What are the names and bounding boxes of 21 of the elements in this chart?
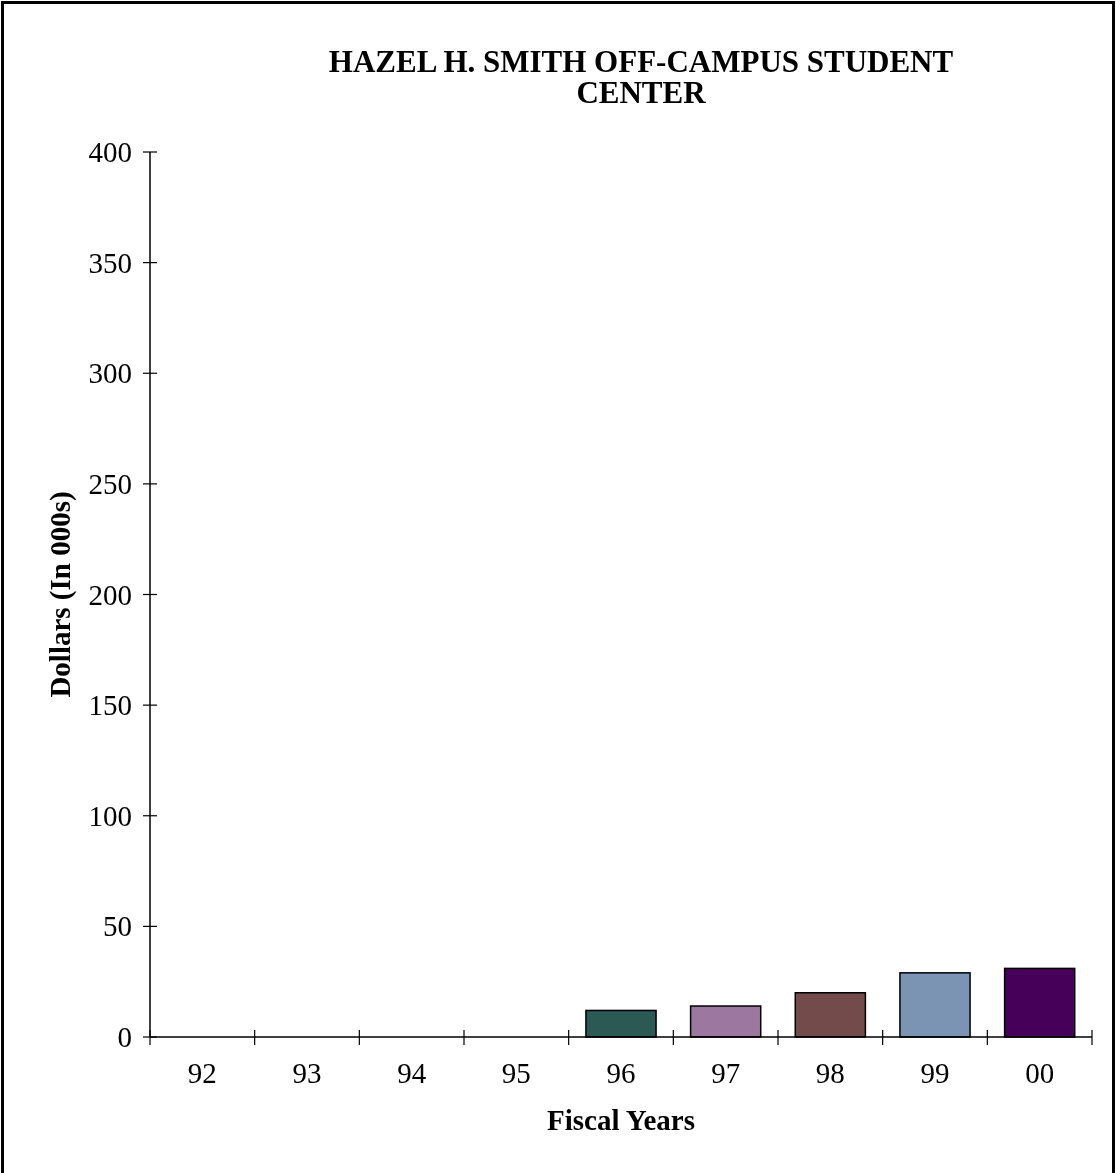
y-tick-label: 0 (117, 1021, 132, 1053)
y-tick-label: 250 (88, 467, 132, 500)
y-tick-label: 400 (88, 136, 132, 168)
x-tick-label: 92 (187, 1057, 217, 1089)
x-tick-label: 95 (501, 1057, 531, 1089)
y-tick-label: 200 (88, 578, 132, 611)
y-tick-label: 50 (103, 910, 132, 943)
x-tick-label: 96 (606, 1057, 636, 1089)
x-tick-label: 99 (920, 1057, 950, 1089)
x-tick-label: 98 (815, 1057, 845, 1089)
chart-title: HAZEL H. SMITH OFF-CAMPUS STUDENT CENTER (328, 44, 954, 110)
y-tick-label: 100 (88, 799, 132, 832)
x-tick-label: 97 (711, 1057, 741, 1089)
x-tick-label: 00 (1025, 1057, 1055, 1089)
y-tick-label: 350 (88, 246, 132, 279)
x-tick-label: 94 (397, 1057, 427, 1089)
y-tick-label: 150 (88, 689, 132, 722)
x-tick-label: 93 (292, 1057, 322, 1089)
y-axis-title: Dollars (In 000s) (44, 491, 77, 698)
y-tick-label: 300 (88, 357, 132, 390)
x-axis-title: Fiscal Years (547, 1104, 695, 1136)
